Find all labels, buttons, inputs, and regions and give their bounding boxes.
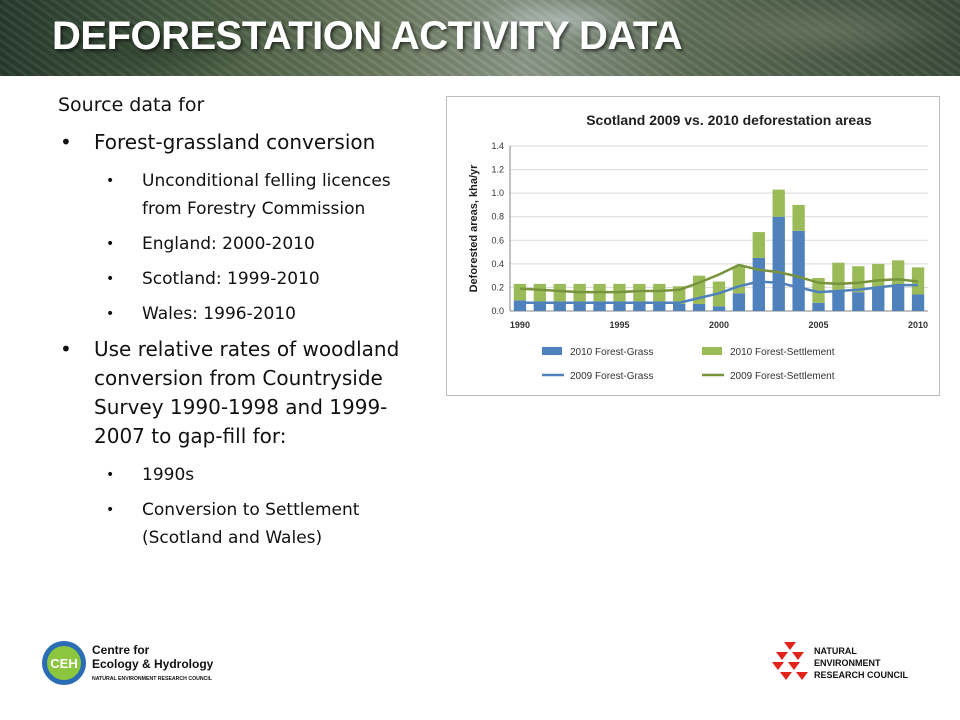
bar-forest-grass-2010 — [673, 303, 686, 311]
nerc-line2: ENVIRONMENT — [814, 658, 881, 668]
line-forest-settlement-2009 — [519, 263, 919, 294]
y-tick-label: 0.0 — [491, 306, 504, 316]
page-title: DEFORESTATION ACTIVITY DATA — [52, 14, 683, 58]
sub-bullet-wales: Wales: 1996-2010 — [58, 300, 418, 328]
ceh-line1: Centre for — [92, 643, 150, 657]
bar-forest-settlement-2010 — [653, 283, 666, 303]
x-tick-label: 1995 — [609, 320, 629, 330]
bar-forest-grass-2010 — [772, 216, 785, 311]
sub-bullet-settlement: Conversion to Settlement (Scotland and W… — [58, 496, 418, 552]
y-tick-label: 1.4 — [491, 141, 504, 151]
y-tick-label: 0.6 — [491, 235, 504, 245]
bar-forest-settlement-2010 — [553, 283, 566, 302]
bar-forest-grass-2010 — [593, 302, 606, 311]
legend-swatch-2010-forest-grass — [542, 347, 562, 355]
bar-forest-grass-2010 — [712, 306, 726, 311]
bar-forest-grass-2010 — [633, 302, 646, 311]
legend-label-2010-forest-grass: 2010 Forest-Grass — [570, 347, 653, 358]
sub-bullet-felling-licences: Unconditional felling licences from Fore… — [58, 167, 418, 223]
legend-label-2009-forest-settlement: 2009 Forest-Settlement — [730, 371, 835, 382]
bar-forest-grass-2010 — [911, 294, 925, 311]
bullet-relative-rates: Use relative rates of woodland conversio… — [58, 335, 418, 451]
bar-forest-settlement-2010 — [792, 204, 805, 231]
legend-swatch-2010-forest-settlement — [702, 347, 722, 355]
bar-forest-settlement-2010 — [772, 189, 785, 217]
bar-forest-settlement-2010 — [752, 232, 765, 258]
bar-forest-grass-2010 — [653, 302, 666, 311]
bar-forest-settlement-2010 — [852, 266, 865, 293]
bar-forest-settlement-2010 — [633, 283, 646, 303]
sub-bullet-england: England: 2000-2010 — [58, 230, 418, 258]
ceh-logo: CEH Centre for Ecology & Hydrology NATUR… — [40, 638, 240, 688]
bar-forest-grass-2010 — [533, 301, 547, 311]
bar-forest-settlement-2010 — [872, 263, 885, 288]
nerc-logo: NATURAL ENVIRONMENT RESEARCH COUNCIL — [770, 638, 930, 688]
bar-forest-grass-2010 — [513, 300, 527, 311]
ceh-line3: NATURAL ENVIRONMENT RESEARCH COUNCIL — [92, 676, 213, 682]
y-tick-label: 0.2 — [491, 282, 504, 292]
bar-forest-grass-2010 — [573, 302, 586, 311]
bar-forest-settlement-2010 — [533, 283, 547, 302]
bar-forest-grass-2010 — [792, 230, 805, 311]
bullet-forest-grassland: Forest-grassland conversion — [58, 128, 418, 157]
bar-forest-grass-2010 — [872, 287, 885, 311]
bar-forest-settlement-2010 — [891, 260, 905, 287]
bar-forest-settlement-2010 — [732, 266, 746, 294]
bar-forest-grass-2010 — [752, 257, 765, 311]
bar-forest-grass-2010 — [732, 293, 746, 311]
bar-forest-grass-2010 — [812, 302, 825, 311]
bar-forest-grass-2010 — [832, 289, 845, 311]
bar-forest-settlement-2010 — [812, 278, 825, 303]
intro-text: Source data for — [58, 94, 205, 116]
sub-bullet-scotland: Scotland: 1999-2010 — [58, 265, 418, 293]
x-tick-label: 2010 — [908, 320, 928, 330]
bullet-content: Source data for Forest-grassland convers… — [58, 94, 418, 559]
bar-forest-settlement-2010 — [832, 262, 845, 290]
y-tick-label: 0.4 — [491, 259, 504, 269]
ceh-badge-text: CEH — [50, 656, 77, 671]
legend-label-2010-forest-settlement: 2010 Forest-Settlement — [730, 347, 835, 358]
bar-forest-grass-2010 — [891, 286, 905, 311]
sub-bullet-1990s: 1990s — [58, 461, 418, 489]
deforestation-chart: Scotland 2009 vs. 2010 deforestation are… — [446, 96, 940, 396]
nerc-mark — [772, 642, 808, 680]
y-tick-label: 1.0 — [491, 188, 504, 198]
x-tick-label: 2000 — [709, 320, 729, 330]
y-axis-label: Deforested areas, kha/yr — [468, 164, 480, 293]
bar-forest-grass-2010 — [852, 292, 865, 311]
bar-forest-settlement-2010 — [513, 283, 527, 301]
y-tick-label: 0.8 — [491, 212, 504, 222]
chart-title: Scotland 2009 vs. 2010 deforestation are… — [586, 112, 872, 128]
bar-forest-grass-2010 — [613, 302, 626, 311]
chart-svg: Scotland 2009 vs. 2010 deforestation are… — [468, 112, 928, 382]
ceh-badge-inner — [47, 646, 81, 680]
title-banner: DEFORESTATION ACTIVITY DATA — [0, 0, 960, 76]
nerc-line3: RESEARCH COUNCIL — [814, 670, 909, 680]
x-tick-label: 1990 — [510, 320, 530, 330]
bar-forest-grass-2010 — [692, 303, 706, 311]
line-forest-grass-2009 — [520, 280, 918, 305]
nerc-line1: NATURAL — [814, 646, 857, 656]
y-tick-label: 1.2 — [491, 165, 504, 175]
x-tick-label: 2005 — [809, 320, 829, 330]
ceh-line2: Ecology & Hydrology — [92, 657, 214, 671]
bar-forest-grass-2010 — [553, 301, 566, 311]
legend-label-2009-forest-grass: 2009 Forest-Grass — [570, 371, 653, 382]
